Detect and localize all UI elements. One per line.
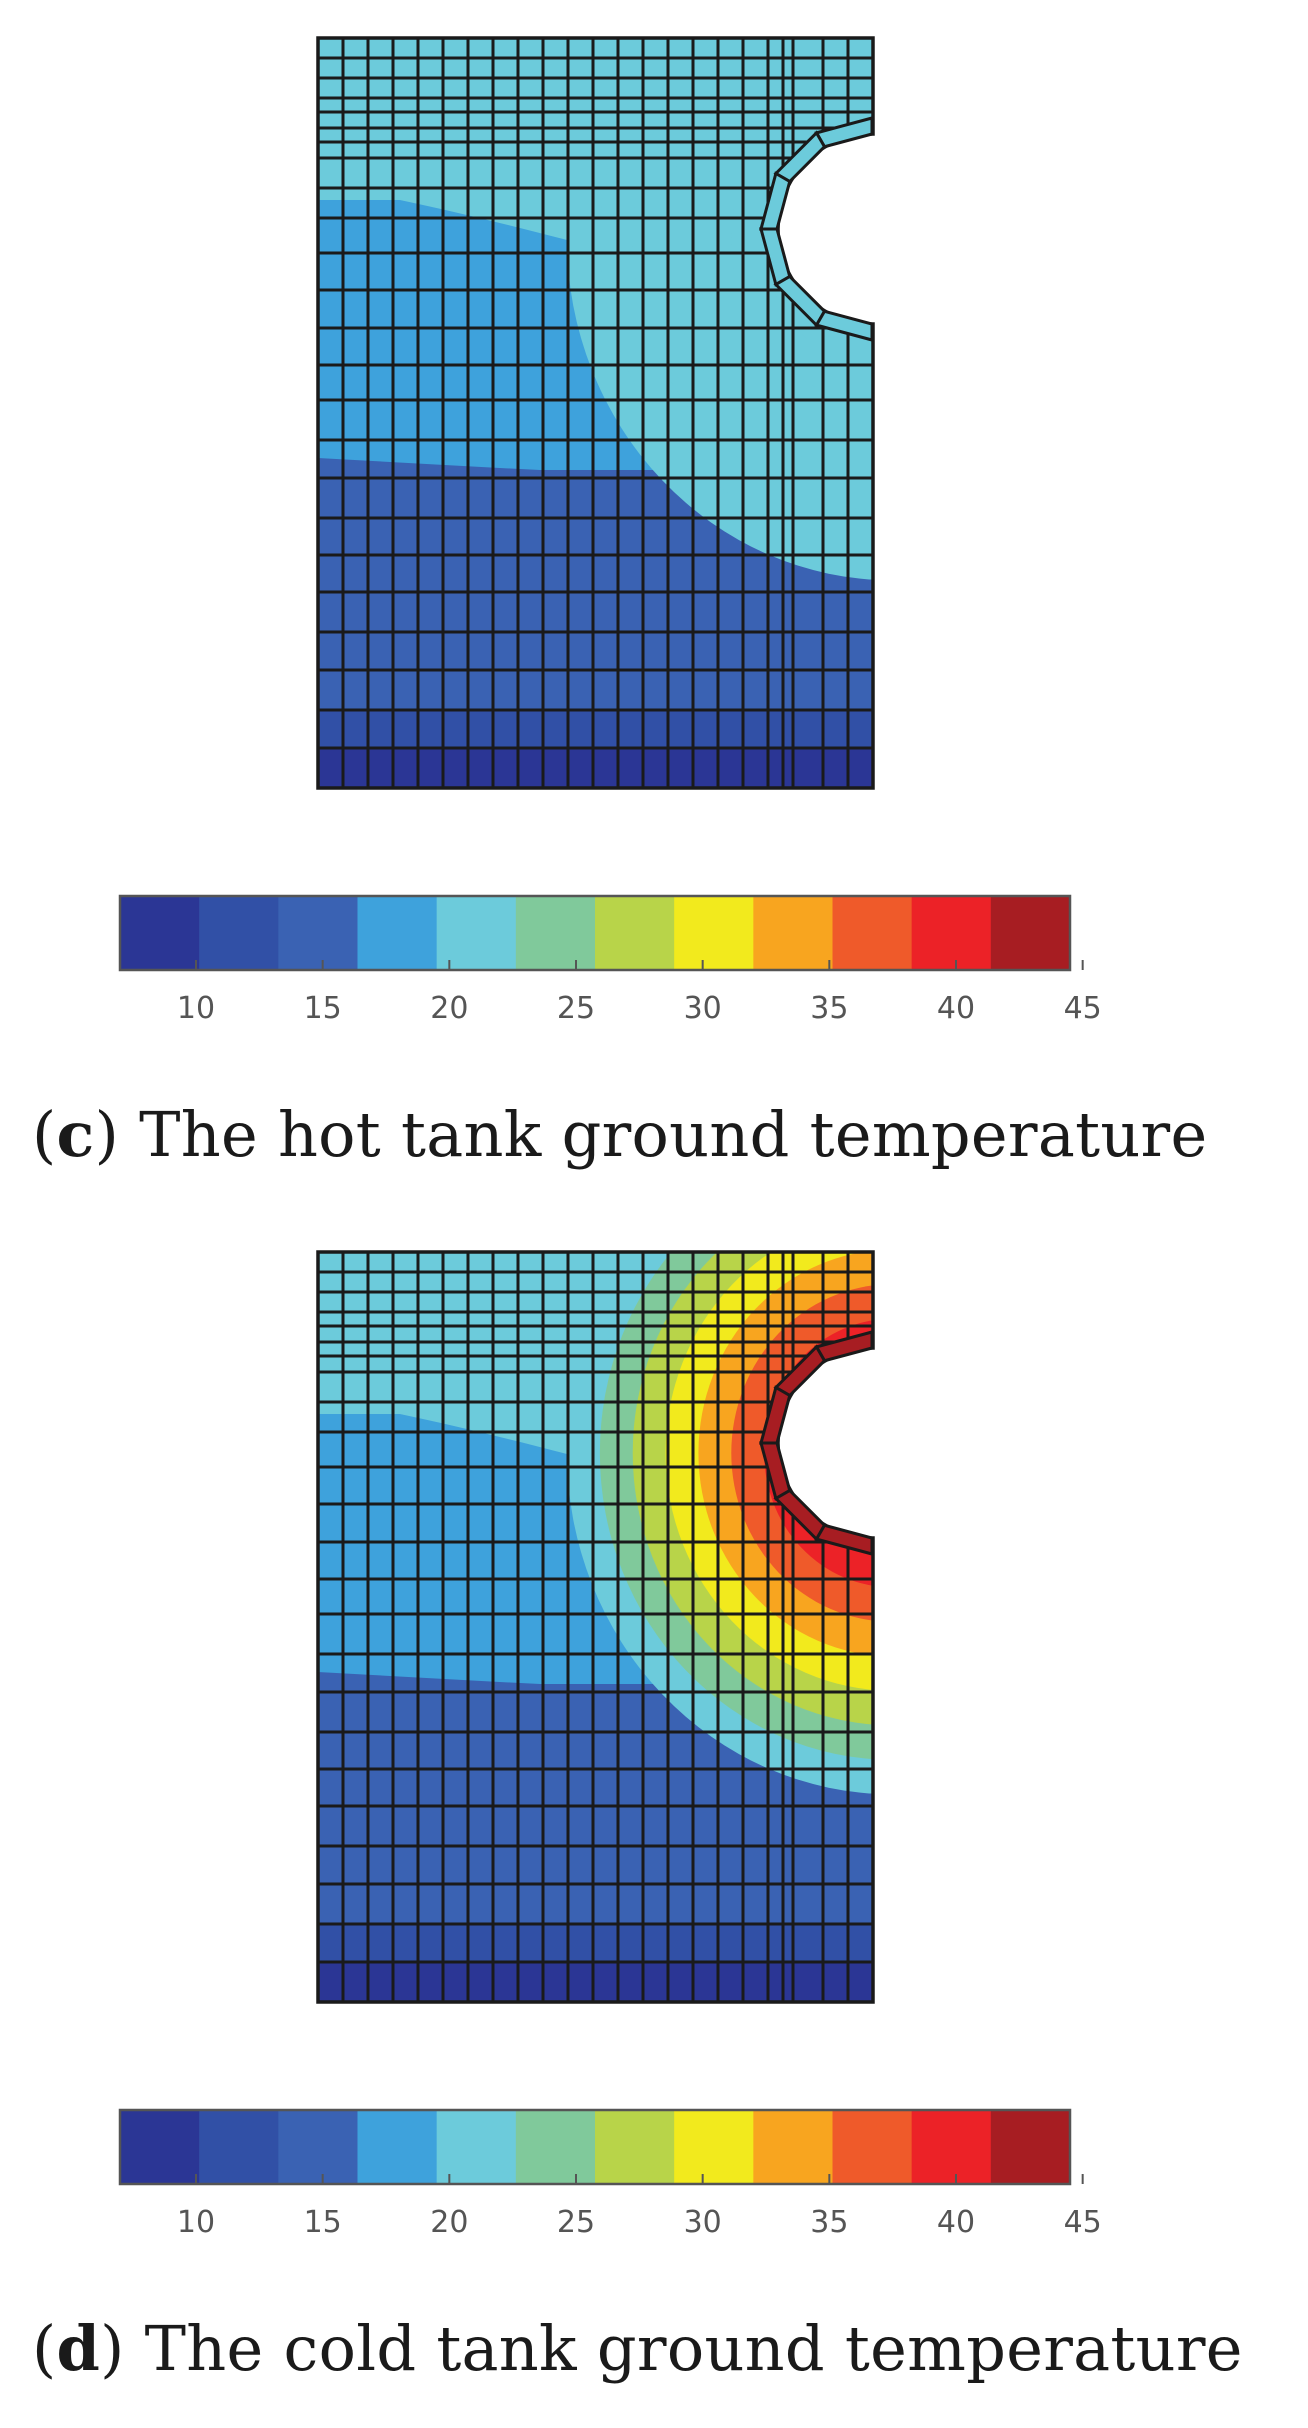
mid-zone: [318, 458, 873, 788]
colorbar-swatch: [674, 2110, 754, 2184]
colorbar: 10 15 20 25 30 35 40 45: [118, 894, 1102, 1026]
colorbar-tick-label: 20: [430, 991, 468, 1026]
colorbar-swatch: [990, 896, 1071, 970]
colorbar-swatch: [832, 896, 913, 970]
colorbar-swatch: [120, 2110, 200, 2184]
mesh-grid: [318, 38, 873, 788]
colorbar: 10 15 20 25 30 35 40 45: [118, 2108, 1102, 2240]
colorbar-tick-label: 40: [937, 2205, 975, 2240]
colorbar-swatch: [674, 896, 754, 970]
mesh-grid: [318, 1252, 873, 2002]
colorbar-swatch: [990, 2110, 1071, 2184]
colorbar-swatch: [199, 2110, 279, 2184]
colorbar-tick-label: 25: [557, 2205, 595, 2240]
cold-tank-temperature-plot: 10 15 20 25 30 35 40 45: [118, 1250, 1102, 2240]
lining-segment: [814, 1523, 874, 1556]
colorbar-tick-label: 30: [684, 2205, 722, 2240]
tank-lining: [759, 116, 874, 342]
mid-zone: [318, 1672, 873, 2002]
colorbar-swatch: [911, 896, 992, 970]
colorbar-tick-label: 25: [557, 991, 595, 1026]
colorbar-tick-label: 20: [430, 2205, 468, 2240]
colorbar-tick-label: 45: [1064, 2205, 1102, 2240]
colorbar-swatch: [120, 896, 200, 970]
colorbar-swatch: [753, 896, 833, 970]
panel-hot-tank: 10 15 20 25 30 35 40 45 (c) The hot tank ground…: [32, 36, 1208, 1171]
panel-cold-tank: 10 15 20 25 30 35 40 45 (d) The cold tank groun…: [0, 1214, 1308, 2428]
colorbar-tick-label: 35: [810, 991, 848, 1026]
colorbar-swatch: [832, 2110, 913, 2184]
colorbar-tick-label: 45: [1064, 991, 1102, 1026]
cold-tank-caption: (d) The cold tank ground temperature: [32, 2312, 1243, 2385]
colorbar-frame: [118, 894, 1072, 972]
colorbar-swatch: [515, 896, 596, 970]
colorbar-tick-label: 10: [177, 2205, 215, 2240]
hot-tank-caption: (c) The hot tank ground temperature: [32, 1098, 1208, 1171]
colorbar-tick-label: 30: [684, 991, 722, 1026]
colorbar-swatch: [278, 2110, 358, 2184]
tank-lining: [759, 1330, 874, 1556]
colorbar-tick-label: 10: [177, 991, 215, 1026]
colorbar-tick-label: 15: [304, 2205, 342, 2240]
colorbar-frame: [118, 2108, 1072, 2186]
colorbar-swatch: [911, 2110, 992, 2184]
colorbar-swatch: [595, 896, 675, 970]
colorbar-swatch: [278, 896, 358, 970]
colorbar-swatch: [595, 2110, 675, 2184]
colorbar-tick-label: 35: [810, 2205, 848, 2240]
colorbar-swatch: [436, 896, 517, 970]
colorbar-swatch: [199, 896, 279, 970]
lining-segment: [814, 309, 874, 342]
colorbar-swatch: [436, 2110, 517, 2184]
colorbar-tick-label: 40: [937, 991, 975, 1026]
colorbar-swatch: [357, 896, 438, 970]
colorbar-swatch: [357, 2110, 438, 2184]
colorbar-swatch: [515, 2110, 596, 2184]
hot-tank-temperature-plot: 10 15 20 25 30 35 40 45: [118, 36, 1102, 1026]
colorbar-swatch: [753, 2110, 833, 2184]
colorbar-tick-label: 15: [304, 991, 342, 1026]
